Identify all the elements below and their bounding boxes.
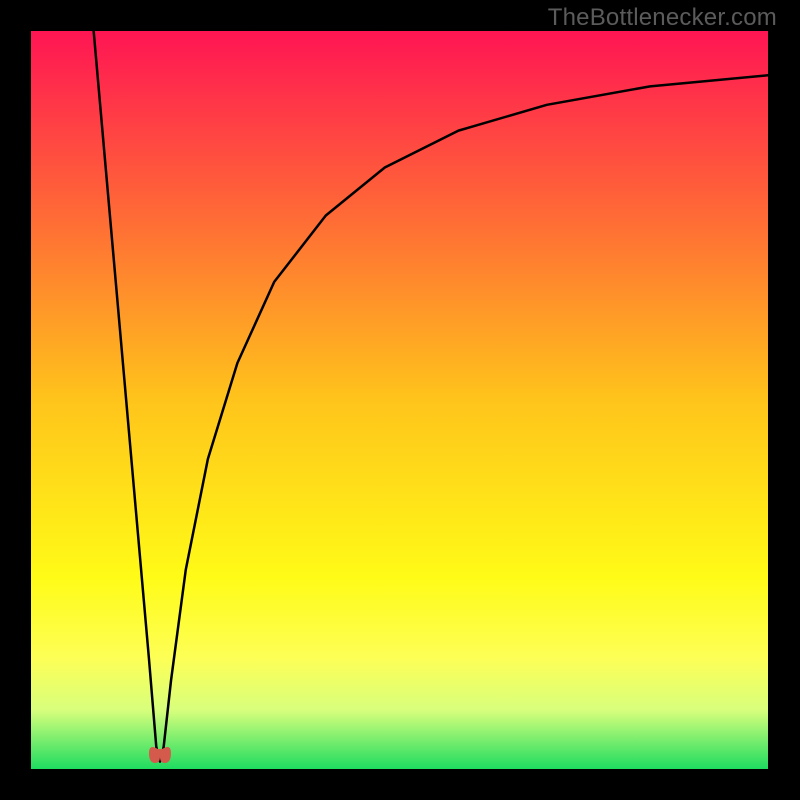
plot-area [31, 31, 768, 769]
watermark-text: TheBottlenecker.com [548, 4, 777, 32]
curve-layer [31, 31, 768, 769]
curve-path [94, 31, 768, 762]
chart-root: TheBottlenecker.com [0, 0, 800, 800]
valley-marker [149, 747, 171, 763]
